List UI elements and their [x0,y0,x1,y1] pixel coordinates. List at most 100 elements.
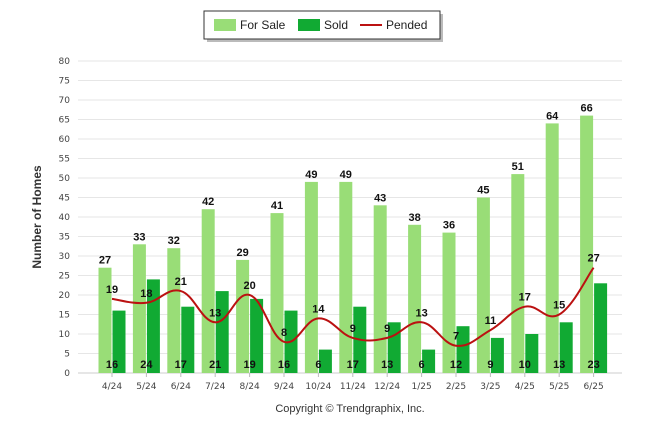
y-axis-ticks: 0 5 10 15 20 25 30 35 40 45 50 55 60 65 70 75 80 [59,57,71,379]
sold-bar [318,349,332,373]
y-tick-label: 10 [59,330,71,340]
sold-bar [525,334,539,373]
sold-bar [181,306,195,373]
for-sale-bar [511,174,525,373]
for-sale-value-label: 33 [133,231,145,243]
for-sale-value-label: 49 [340,169,352,181]
x-tick-label: 12/24 [374,382,400,392]
for-sale-bar [545,123,559,374]
sold-value-label: 12 [450,359,462,371]
for-sale-bar [476,197,490,373]
for-sale-value-label: 29 [236,247,248,259]
legend-box [203,10,441,40]
for-sale-bar [373,205,387,373]
x-tick-label: 4/25 [515,382,535,392]
x-tick-label: 6/25 [583,382,603,392]
x-axis-ticks: 4/24 5/24 6/24 7/24 8/24 9/24 10/24 11/24 12/24 1… [102,373,604,392]
y-tick-label: 55 [59,155,70,165]
y-tick-label: 65 [59,116,70,126]
sold-value-label: 16 [106,359,118,371]
legend: For Sale Sold Pended [203,10,443,42]
for-sale-bar [339,181,353,373]
x-tick-label: 3/25 [480,382,500,392]
sold-value-label: 17 [175,359,187,371]
y-tick-label: 35 [59,233,70,243]
x-tick-label: 5/25 [549,382,569,392]
y-tick-label: 75 [59,77,70,87]
y-tick-label: 45 [59,194,70,204]
for-sale-bar [167,248,181,373]
data-labels: 2716332432174221291941164964917431338636… [99,103,600,371]
pended-value-label: 13 [209,307,221,319]
sold-value-label: 13 [381,359,393,371]
x-tick-label: 10/24 [305,382,331,392]
sold-value-label: 21 [209,359,221,371]
x-tick-label: 4/24 [102,382,122,392]
y-tick-label: 15 [59,311,70,321]
x-tick-label: 6/24 [171,382,191,392]
sold-value-label: 24 [140,359,153,371]
for-sale-bar [132,244,146,373]
for-sale-value-label: 45 [477,185,489,197]
legend-label-for-sale: For Sale [240,18,286,32]
sold-bar [112,310,126,373]
sold-bar [250,298,264,373]
for-sale-value-label: 36 [443,220,455,232]
sold-bar [594,283,608,373]
pended-value-label: 13 [415,307,427,319]
pended-value-label: 7 [453,331,459,343]
y-tick-label: 40 [59,213,71,223]
legend-swatch-for-sale [214,19,236,31]
x-tick-label: 8/24 [239,382,259,392]
legend-label-pended: Pended [386,18,427,32]
copyright-footer: Copyright © Trendgraphix, Inc. [275,403,424,415]
sold-bar [215,291,229,373]
x-tick-label: 11/24 [340,382,366,392]
pended-value-label: 11 [485,315,497,327]
for-sale-bar [98,267,112,373]
pended-value-label: 14 [312,303,325,315]
for-sale-value-label: 51 [512,161,524,173]
x-tick-label: 7/24 [205,382,225,392]
pended-value-label: 15 [553,300,565,312]
for-sale-bar [270,213,284,373]
sold-value-label: 19 [243,359,255,371]
pended-value-label: 27 [587,253,599,265]
for-sale-bar [580,115,594,373]
sold-value-label: 13 [553,359,565,371]
for-sale-value-label: 66 [580,103,592,115]
sold-bar [422,349,436,373]
for-sale-value-label: 41 [271,200,283,212]
x-tick-label: 5/24 [136,382,156,392]
sold-value-label: 23 [587,359,599,371]
y-tick-label: 60 [59,135,71,145]
x-tick-label: 9/24 [274,382,294,392]
sold-bar [456,326,470,373]
y-tick-label: 0 [64,369,70,379]
pended-value-label: 19 [106,284,118,296]
for-sale-value-label: 32 [168,235,180,247]
for-sale-value-label: 64 [546,110,559,122]
pended-line [111,267,595,347]
sold-bar [490,337,504,373]
for-sale-value-label: 42 [202,196,214,208]
for-sale-value-label: 43 [374,192,386,204]
y-tick-label: 25 [59,272,70,282]
sold-value-label: 16 [278,359,290,371]
pended-value-label: 8 [281,327,287,339]
pended-value-label: 9 [350,323,356,335]
pended-value-label: 20 [243,280,255,292]
x-tick-label: 1/25 [411,382,431,392]
legend-swatch-sold [298,19,320,31]
x-tick-label: 2/25 [446,382,466,392]
y-tick-label: 70 [59,96,71,106]
sold-value-label: 6 [419,359,425,371]
sold-bar [559,322,573,373]
y-tick-label: 80 [59,57,71,67]
for-sale-bar [201,209,215,373]
for-sale-bar [236,259,250,373]
y-axis-title: Number of Homes [30,165,44,269]
pended-value-label: 18 [140,288,152,300]
pended-value-label: 21 [175,276,187,288]
